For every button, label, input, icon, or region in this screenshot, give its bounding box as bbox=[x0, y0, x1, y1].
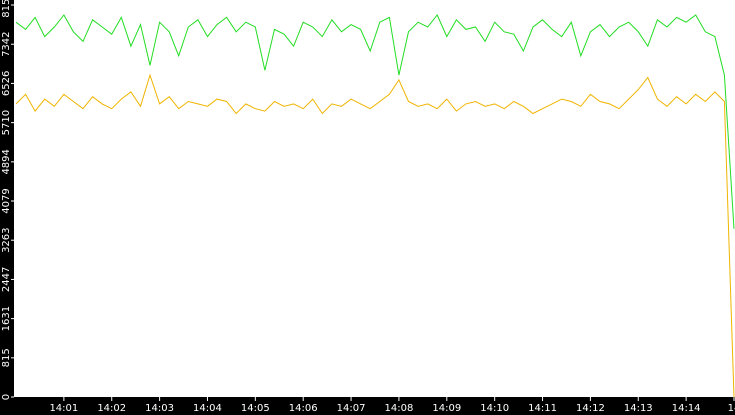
y-tick-label: 7342 bbox=[1, 31, 12, 56]
x-axis-band bbox=[0, 397, 735, 415]
x-tick-label: 14:07 bbox=[337, 403, 366, 414]
y-tick-label: 3263 bbox=[1, 227, 12, 252]
x-tick-label: 14:12 bbox=[576, 403, 605, 414]
y-tick-label: 4894 bbox=[1, 149, 12, 174]
x-tick-label: 14:02 bbox=[97, 403, 126, 414]
x-tick-label: 14:08 bbox=[385, 403, 414, 414]
y-tick-label: 5710 bbox=[1, 110, 12, 135]
x-tick-label: 14:05 bbox=[241, 403, 270, 414]
series-line bbox=[15, 14, 735, 229]
x-tick-label: 14:03 bbox=[145, 403, 174, 414]
y-tick-label: 6526 bbox=[1, 71, 12, 96]
x-tick-label: 14:01 bbox=[49, 403, 78, 414]
x-tick-label: 14:09 bbox=[432, 403, 461, 414]
x-tick-label: 14:13 bbox=[624, 403, 653, 414]
x-tick-label: 14:11 bbox=[528, 403, 557, 414]
y-tick-label: 4079 bbox=[1, 188, 12, 213]
x-tick-label: 14:06 bbox=[289, 403, 318, 414]
x-tick-label: 14:14 bbox=[672, 403, 701, 414]
y-tick-label: 815 bbox=[1, 348, 12, 367]
series-line bbox=[15, 73, 735, 398]
x-tick-label: 14:10 bbox=[480, 403, 509, 414]
y-tick-label: 2447 bbox=[1, 267, 12, 292]
y-tick-label: 1631 bbox=[1, 306, 12, 331]
y-axis-band bbox=[0, 0, 14, 415]
x-tick-label: 14 bbox=[728, 403, 735, 414]
y-tick-label: 0 bbox=[1, 394, 12, 400]
x-tick-label: 14:04 bbox=[193, 403, 222, 414]
y-tick-label: 8158 bbox=[1, 0, 12, 18]
